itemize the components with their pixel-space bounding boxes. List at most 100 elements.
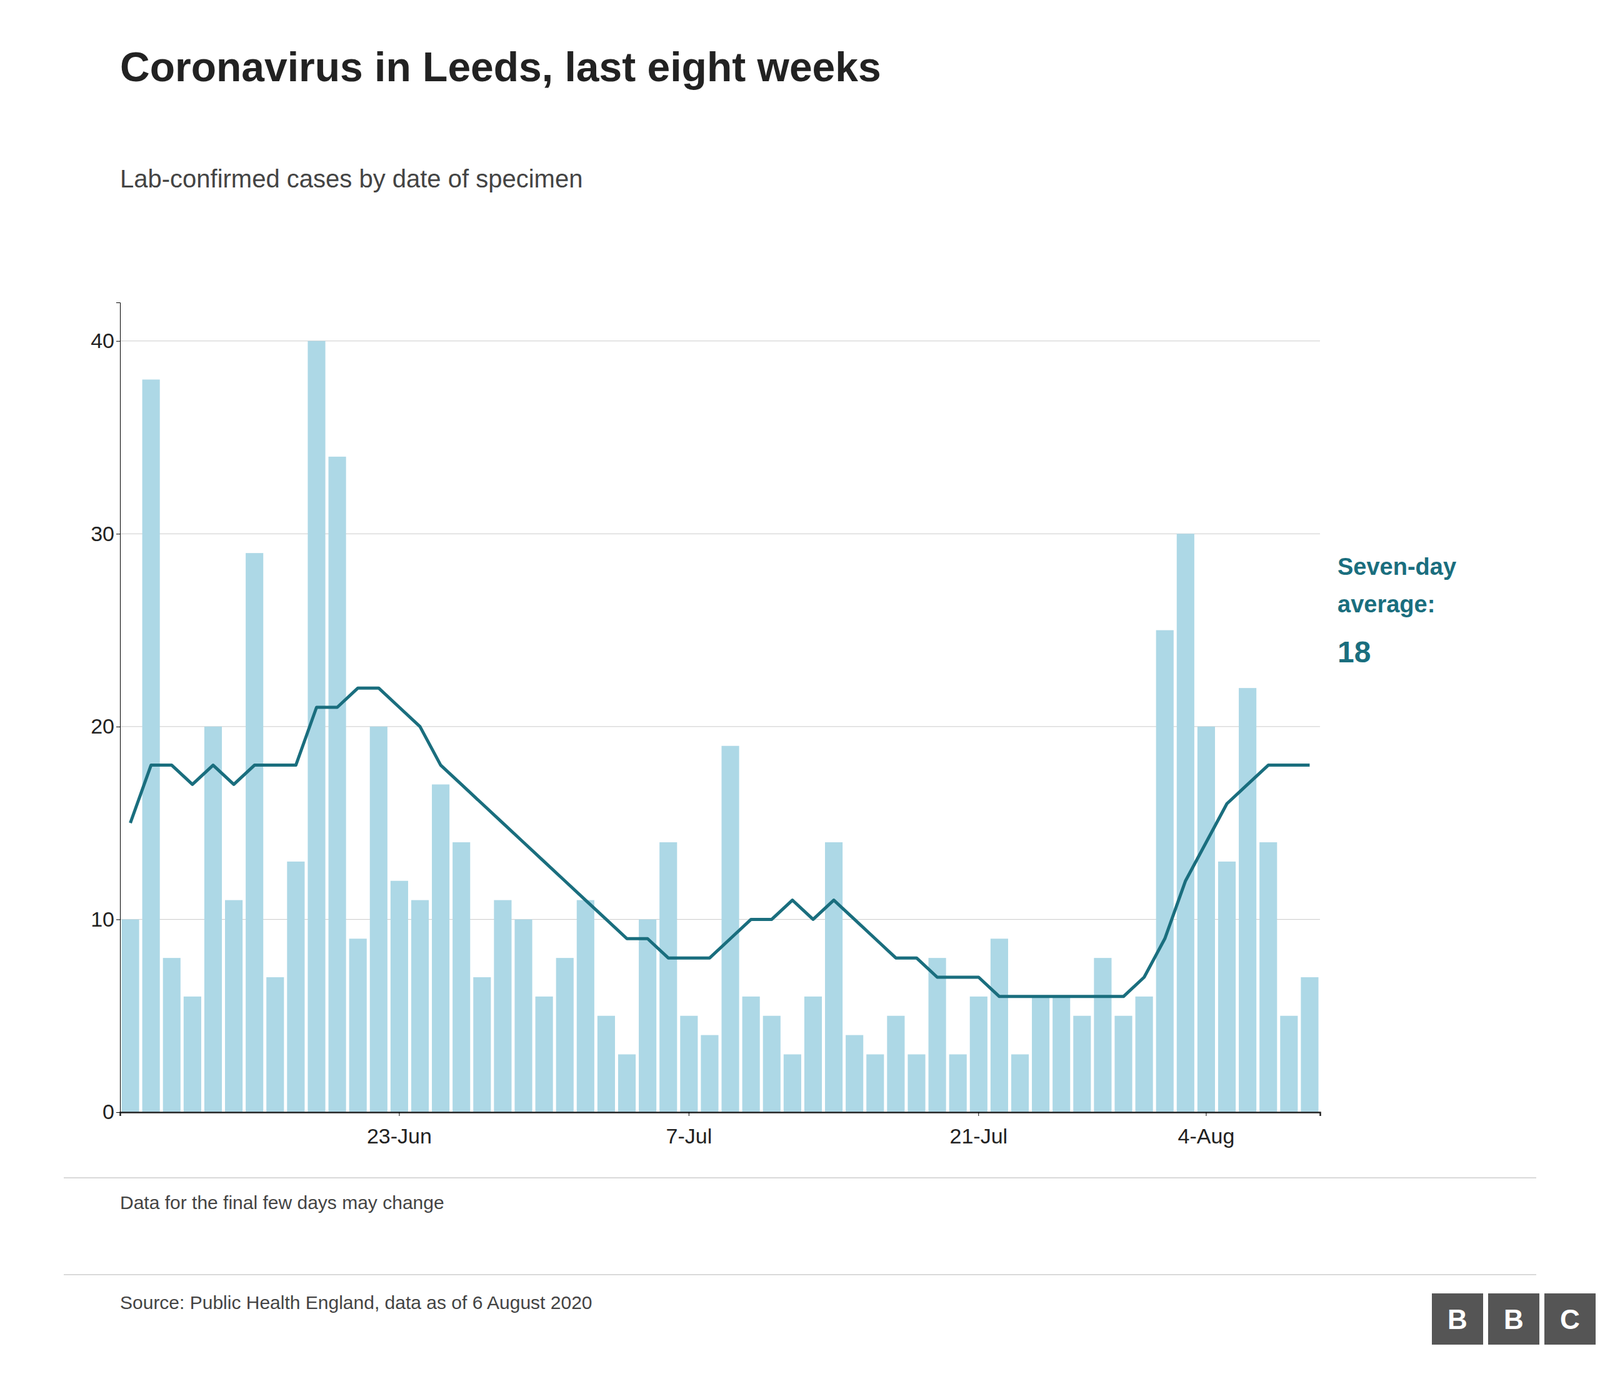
x-tick-label: 7-Jul (665, 1124, 712, 1149)
bar (225, 900, 243, 1113)
bar (1031, 996, 1050, 1113)
x-axis: 23-Jun 7-Jul 21-Jul 4-Aug (120, 1112, 1321, 1149)
bar (1093, 958, 1112, 1113)
bar (742, 996, 760, 1113)
y-axis: 0 10 20 30 40 (90, 303, 120, 1125)
grid (120, 341, 1320, 1113)
bar (1114, 1016, 1132, 1113)
x-tick-mark (688, 1112, 690, 1117)
bar (1259, 842, 1277, 1113)
bar-series (121, 341, 1319, 1113)
bar (866, 1054, 884, 1113)
logo-letter: C (1560, 1304, 1580, 1335)
bar (452, 842, 470, 1113)
logo-box (1431, 1293, 1484, 1345)
y-tick: 0 (102, 1100, 120, 1124)
x-axis-line (120, 1113, 1321, 1117)
bar (804, 996, 822, 1113)
logo-box (1544, 1293, 1596, 1345)
x-tick-label: 4-Aug (1178, 1124, 1235, 1149)
bar (535, 996, 554, 1113)
bar (638, 919, 657, 1113)
bar (1280, 1016, 1298, 1113)
bar (659, 842, 677, 1113)
bar (907, 1054, 925, 1113)
x-tick-mark (398, 1112, 400, 1117)
y-tick-label: 0 (102, 1100, 115, 1124)
bar (721, 746, 739, 1113)
grid-line (120, 340, 1320, 342)
bar (121, 919, 139, 1113)
x-tick: 21-Jul (949, 1112, 1008, 1149)
y-tick: 40 (90, 328, 120, 353)
annotation: average: (1337, 591, 1435, 618)
bar (163, 958, 181, 1113)
bar (1300, 977, 1319, 1113)
bar (431, 784, 450, 1113)
bar (1011, 1054, 1029, 1113)
logo-letter: B (1503, 1304, 1524, 1335)
bar (473, 977, 491, 1113)
bar (597, 1016, 615, 1113)
bar (845, 1035, 864, 1113)
y-tick-mark (116, 919, 120, 920)
bar (245, 553, 264, 1113)
separator (63, 1274, 1537, 1276)
y-tick-label: 30 (90, 521, 115, 546)
bar (763, 1016, 781, 1113)
logo-box (1488, 1293, 1540, 1345)
bar (1052, 996, 1070, 1113)
title: Coronavirus in Leeds, last eight weeks (120, 43, 882, 90)
bar (183, 996, 202, 1113)
annotation: Seven-day (1337, 553, 1457, 580)
y-tick-label: 10 (90, 907, 115, 932)
bar (1135, 996, 1154, 1113)
annotation: 18 (1337, 635, 1371, 669)
bar (266, 977, 284, 1113)
y-tick: 10 (90, 907, 120, 932)
subtitle: Lab-confirmed cases by date of specimen (120, 165, 583, 193)
bar (700, 1035, 719, 1113)
bar (949, 1054, 967, 1113)
bar (970, 996, 988, 1113)
bar (1073, 1016, 1091, 1113)
chart: Coronavirus in Leeds, last eight weeks La… (0, 0, 1600, 1374)
bar (990, 938, 1009, 1113)
y-tick-mark (116, 533, 120, 535)
x-tick: 23-Jun (366, 1112, 432, 1149)
x-tick-mark (1205, 1112, 1207, 1117)
grid-line (120, 726, 1320, 727)
bar (1156, 630, 1174, 1113)
grid-line (120, 533, 1320, 535)
bar (928, 958, 947, 1113)
bar (1197, 726, 1215, 1113)
bar (1238, 688, 1257, 1113)
bar (328, 456, 347, 1113)
y-tick-label: 20 (90, 714, 115, 739)
bar (680, 1016, 698, 1113)
y-tick-mark (116, 341, 120, 342)
source: Source: Public Health England, data as o… (120, 1292, 593, 1314)
y-axis-line (116, 303, 121, 1114)
bar (556, 958, 574, 1113)
y-tick-label: 40 (90, 328, 115, 353)
y-tick: 30 (90, 521, 120, 546)
bar (783, 1054, 802, 1113)
bar (370, 726, 388, 1113)
x-tick: 7-Jul (665, 1112, 712, 1149)
logo: BBC (1431, 1293, 1596, 1345)
bar (825, 842, 843, 1113)
bar (1218, 861, 1236, 1113)
bar (142, 379, 160, 1113)
bar (286, 861, 305, 1113)
bar (411, 900, 429, 1113)
bar (514, 919, 532, 1113)
footnote: Data for the final few days may change (120, 1192, 445, 1214)
y-tick-mark (116, 726, 120, 728)
x-tick-mark (978, 1112, 979, 1117)
bar (493, 900, 512, 1113)
x-tick-label: 23-Jun (366, 1124, 432, 1149)
x-tick-label: 21-Jul (949, 1124, 1008, 1149)
bar (576, 900, 595, 1113)
bar (349, 938, 367, 1113)
